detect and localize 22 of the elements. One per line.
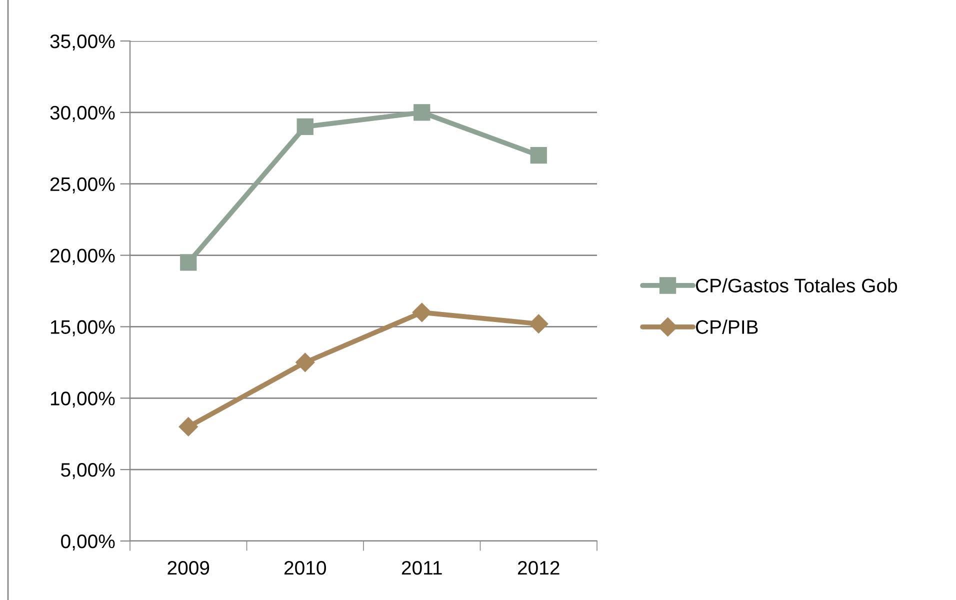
y-tick-label: 15,00% <box>50 320 115 336</box>
point <box>414 104 430 121</box>
x-tick-label: 2009 <box>168 560 210 575</box>
y-tick-label: 25,00% <box>50 177 115 194</box>
point <box>412 302 432 322</box>
y-tick-label: 0,00% <box>61 534 115 551</box>
point <box>529 314 548 334</box>
y-tick-label: 10,00% <box>50 392 115 408</box>
point <box>180 254 197 271</box>
y-tick-label: 35,00% <box>50 34 115 51</box>
legend-label: CP/Gastos Totales Gob <box>696 278 898 292</box>
x-tick-label: 2012 <box>518 560 560 575</box>
point <box>178 417 198 436</box>
y-tick-label: 20,00% <box>50 248 115 265</box>
y-tick-label: 5,00% <box>61 463 115 480</box>
x-tick-label: 2011 <box>402 560 442 575</box>
point <box>296 352 315 372</box>
point <box>296 118 314 136</box>
x-tick-label: 2010 <box>284 560 326 575</box>
point <box>530 146 547 164</box>
legend-label: CP/PIB <box>696 320 758 334</box>
y-tick-label: 30,00% <box>50 106 115 122</box>
